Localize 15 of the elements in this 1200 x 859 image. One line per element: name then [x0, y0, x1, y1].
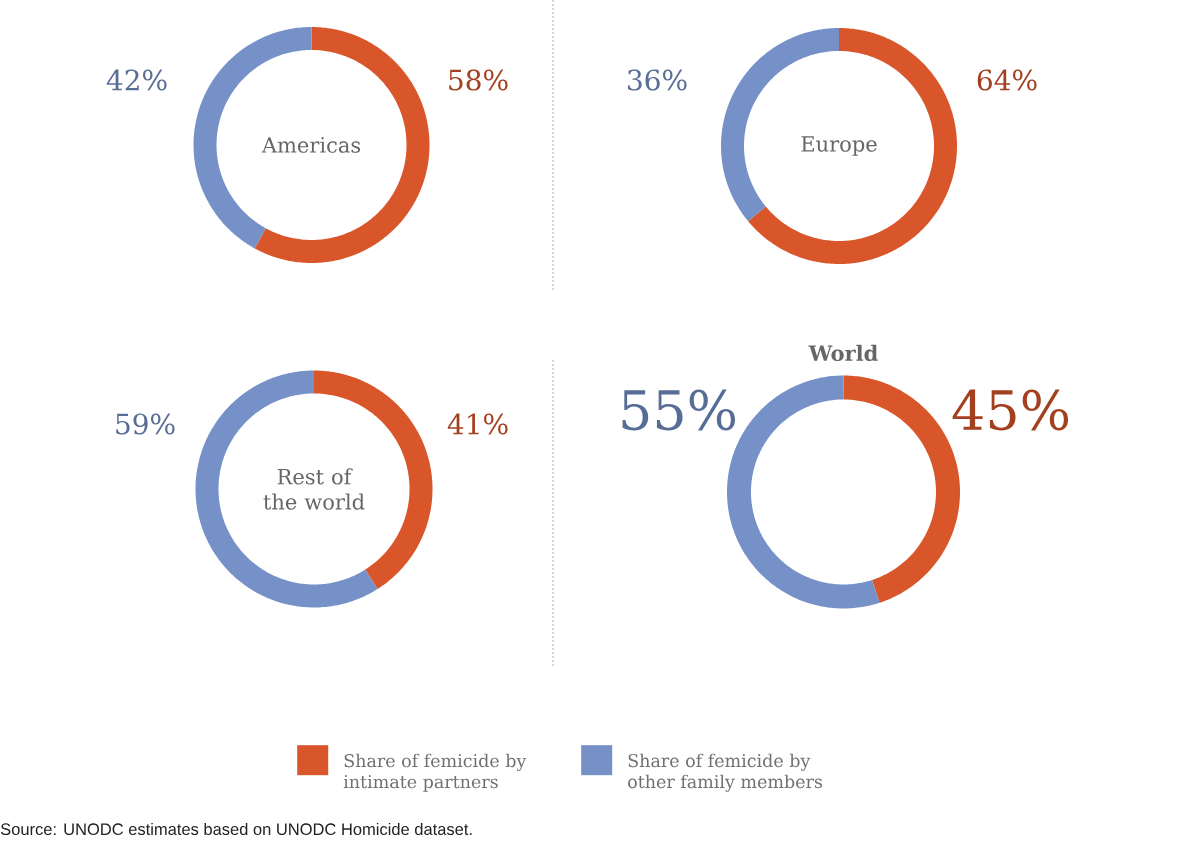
text: Europe [801, 136, 877, 156]
data-label: 42% [106, 69, 167, 91]
data-label: 45% [952, 389, 1069, 431]
data-label: 41% [447, 413, 508, 435]
text: Rest of the world [263, 468, 365, 510]
data-label: 58% [449, 69, 508, 91]
source-note: Source: UNODC estimates based on UNODC Homicide dataset. [0, 822, 472, 836]
data-label: 59% [116, 413, 175, 435]
legend-label: Share of femicide by intimate partners [343, 753, 527, 792]
data-label: 36% [628, 69, 687, 91]
data-label: 64% [977, 69, 1037, 91]
legend-label: Share of femicide by other family members [628, 753, 822, 792]
data-label: 55% [622, 389, 736, 431]
text: Americas [261, 137, 361, 153]
chart-title: World [808, 344, 878, 362]
